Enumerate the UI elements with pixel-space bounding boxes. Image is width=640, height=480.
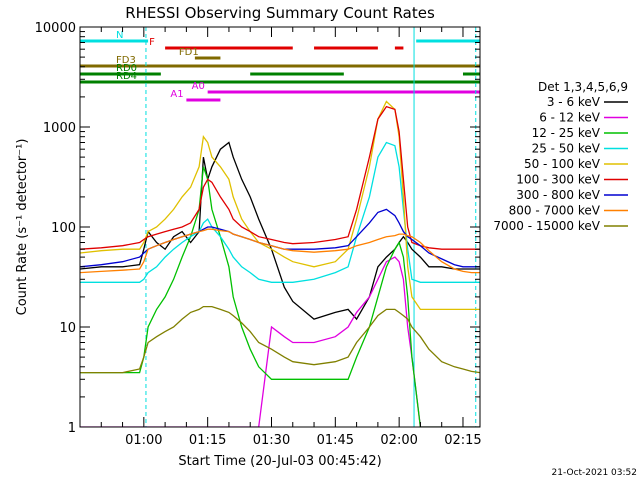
series-line-800-7000-kev — [80, 228, 480, 274]
y-tick-label: 1000 — [43, 121, 76, 136]
y-tick-label: 10000 — [35, 21, 76, 36]
flag-label-n: N — [116, 30, 123, 41]
series-line-100-300-kev — [80, 105, 480, 250]
series-line-25-50-kev — [80, 141, 480, 283]
x-tick-label: 02:15 — [444, 433, 481, 448]
y-axis-label: Count Rate (s⁻¹ detector⁻¹) — [15, 139, 30, 316]
x-tick-label: 02:00 — [380, 433, 417, 448]
x-tick-label: 01:15 — [189, 433, 226, 448]
y-tick-label: 1 — [68, 421, 76, 436]
flag-label-rd0: RD0 — [116, 63, 137, 74]
x-tick-label: 01:30 — [253, 433, 290, 448]
flag-label-a0: A0 — [192, 81, 205, 92]
timestamp: 21-Oct-2021 03:52 — [552, 468, 637, 478]
flag-label-rd4: RD4 — [116, 71, 137, 82]
y-axis: 1 10 100 1000 10000 — [35, 21, 480, 436]
legend-label: 3 - 6 keV — [547, 95, 601, 109]
legend-label: 300 - 800 keV — [516, 188, 600, 202]
legend-label: 800 - 7000 keV — [509, 204, 601, 218]
series-line-50-100-kev — [80, 100, 480, 311]
legend-label: 50 - 100 keV — [524, 157, 601, 171]
series-line-300-800-kev — [80, 208, 480, 268]
legend-label: 25 - 50 keV — [532, 142, 601, 156]
flag-label-a1: A1 — [170, 89, 183, 100]
flag-label-fd1: FD1 — [179, 47, 199, 58]
legend-label: 6 - 12 keV — [539, 111, 601, 125]
legend-title: Det 1,3,4,5,6,9 — [538, 80, 628, 94]
count-rate-series — [80, 100, 480, 427]
series-line-3-6-kev — [80, 141, 480, 321]
x-axis-label: Start Time (20-Jul-03 00:45:42) — [178, 454, 381, 469]
flag-label-fd3: FD3 — [116, 55, 136, 66]
series-line-12-25-kev — [80, 166, 480, 427]
x-axis: 01:00 01:15 01:30 01:45 02:00 02:15 — [79, 27, 482, 448]
flag-label-f: F — [149, 37, 155, 48]
y-tick-label: 100 — [51, 221, 76, 236]
x-tick-label: 01:00 — [125, 433, 162, 448]
y-tick-label: 10 — [59, 321, 76, 336]
legend-label: 7000 - 15000 keV — [493, 219, 600, 233]
series-line-7000-15000-kev — [80, 305, 480, 374]
chart-title: RHESSI Observing Summary Count Rates — [125, 4, 435, 22]
legend-label: 12 - 25 keV — [532, 126, 601, 140]
x-tick-label: 01:45 — [317, 433, 354, 448]
legend-label: 100 - 300 keV — [516, 173, 600, 187]
